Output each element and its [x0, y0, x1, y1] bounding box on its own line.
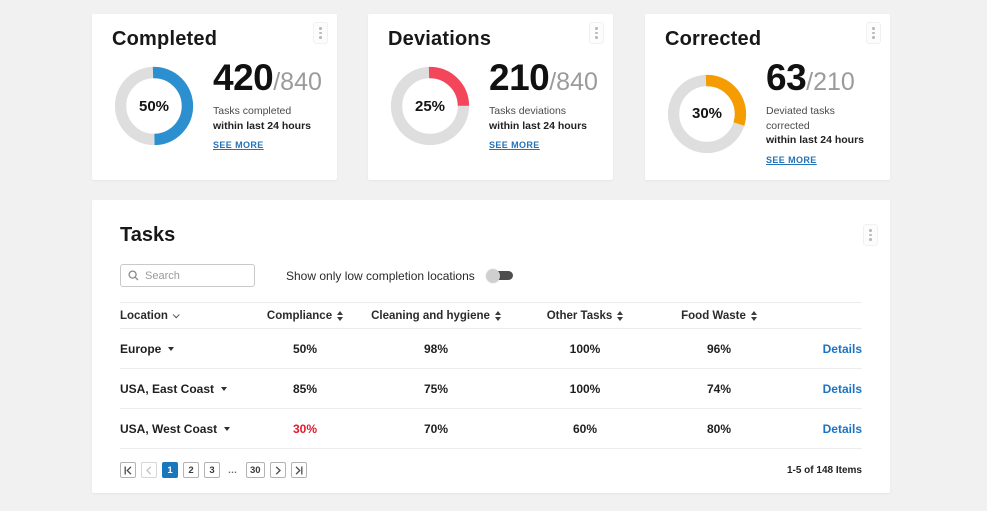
last-page-button[interactable] — [290, 462, 307, 478]
toggle-track — [492, 271, 513, 280]
table-header-row: Location Compliance Cleaning and hygiene — [120, 302, 862, 329]
other-tasks-value: 100% — [569, 341, 601, 356]
first-page-button[interactable] — [120, 462, 136, 478]
details-link[interactable]: Details — [822, 381, 862, 396]
column-header-cleaning[interactable]: Cleaning and hygiene — [360, 310, 512, 322]
toggle-knob — [485, 268, 500, 283]
page-button-2[interactable]: 2 — [183, 462, 199, 478]
location-dropdown[interactable]: USA, West Coast — [120, 422, 250, 436]
table-row-usa-west: USA, West Coast 30% 70% 60% 80% Details — [120, 409, 862, 449]
caret-down-icon — [224, 426, 231, 431]
food-waste-value: 80% — [706, 421, 732, 436]
chevron-right-icon — [275, 465, 281, 475]
cleaning-value: 75% — [423, 381, 449, 396]
toggle-label: Show only low completion locations — [286, 268, 475, 283]
kpi-card-deviations: Deviations 25% 210/840 Tasks deviations … — [368, 14, 613, 180]
cleaning-value: 70% — [423, 421, 449, 436]
pagination-summary: 1-5 of 148 Items — [786, 464, 862, 476]
kpi-value: 210 — [489, 57, 550, 98]
sort-icon — [750, 310, 757, 321]
page-button-3[interactable]: 3 — [204, 462, 220, 478]
details-link[interactable]: Details — [822, 421, 862, 436]
completion-donut-chart: 50% — [112, 64, 196, 148]
chevron-down-icon — [172, 311, 180, 319]
donut-percent-label: 25% — [414, 97, 446, 115]
skip-to-last-icon — [295, 465, 303, 475]
compliance-value-low: 30% — [292, 421, 318, 436]
sort-icon — [617, 310, 624, 321]
donut-percent-label: 30% — [691, 105, 723, 123]
other-tasks-value: 100% — [569, 381, 601, 396]
prev-page-button[interactable] — [141, 462, 157, 478]
food-waste-value: 74% — [706, 381, 732, 396]
kpi-total: /210 — [806, 68, 855, 96]
next-page-button[interactable] — [269, 462, 286, 478]
kpi-total: /840 — [273, 68, 322, 96]
low-completion-toggle[interactable] — [485, 268, 513, 283]
tasks-card: Tasks Show only low completion locations — [92, 200, 890, 493]
page-button-1[interactable]: 1 — [162, 462, 178, 478]
kpi-caption-line1: Tasks deviations — [489, 105, 567, 117]
search-icon — [128, 270, 139, 281]
corrected-donut-chart: 30% — [665, 72, 749, 156]
skip-to-first-icon — [124, 465, 132, 475]
kpi-total: /840 — [549, 68, 598, 96]
tasks-table: Location Compliance Cleaning and hygiene — [120, 302, 862, 449]
location-dropdown[interactable]: USA, East Coast — [120, 382, 250, 396]
column-header-compliance[interactable]: Compliance — [250, 310, 360, 322]
compliance-value: 50% — [292, 341, 318, 356]
sort-icon — [337, 310, 344, 321]
deviation-donut-chart: 25% — [388, 64, 472, 148]
see-more-link[interactable]: SEE MORE — [766, 155, 817, 166]
page-button-30[interactable]: 30 — [246, 462, 265, 478]
details-link[interactable]: Details — [822, 341, 862, 356]
table-row-europe: Europe 50% 98% 100% 96% Details — [120, 329, 862, 369]
kpi-value: 420 — [213, 57, 274, 98]
kpi-caption-line1: Tasks completed — [213, 105, 292, 117]
kpi-card-title: Corrected — [665, 28, 762, 50]
see-more-link[interactable]: SEE MORE — [489, 140, 540, 151]
kpi-caption-line2: within last 24 hours — [766, 134, 865, 147]
donut-percent-label: 50% — [138, 97, 170, 115]
food-waste-value: 96% — [706, 341, 732, 356]
kpi-caption-line2: within last 24 hours — [213, 119, 312, 132]
kpi-card-title: Completed — [112, 28, 218, 50]
kpi-card-completed: Completed 50% 420/840 Tasks completed wi… — [92, 14, 337, 180]
caret-down-icon — [221, 386, 228, 391]
kpi-caption-line2: within last 24 hours — [489, 119, 588, 132]
search-input[interactable] — [145, 269, 247, 282]
cleaning-value: 98% — [423, 341, 449, 356]
kebab-menu-icon[interactable] — [589, 22, 604, 44]
kpi-caption-line1: Deviated tasks corrected — [766, 105, 835, 132]
kpi-value: 63 — [766, 57, 807, 98]
caret-down-icon — [168, 346, 175, 351]
see-more-link[interactable]: SEE MORE — [213, 140, 264, 151]
kebab-menu-icon[interactable] — [866, 22, 881, 44]
chevron-left-icon — [146, 465, 152, 475]
table-row-usa-east: USA, East Coast 85% 75% 100% 74% Details — [120, 369, 862, 409]
column-header-location[interactable]: Location — [120, 310, 250, 322]
kpi-card-corrected: Corrected 30% 63/210 Deviated tasks corr… — [645, 14, 890, 180]
tasks-title: Tasks — [120, 224, 176, 246]
column-header-food-waste[interactable]: Food Waste — [658, 310, 780, 322]
kpi-card-title: Deviations — [388, 28, 492, 50]
column-header-other-tasks[interactable]: Other Tasks — [512, 310, 658, 322]
other-tasks-value: 60% — [572, 421, 598, 436]
kebab-menu-icon[interactable] — [313, 22, 328, 44]
compliance-value: 85% — [292, 381, 318, 396]
pagination-ellipsis: … — [227, 464, 239, 476]
kebab-menu-icon[interactable] — [863, 224, 878, 246]
sort-icon — [494, 310, 501, 321]
pagination: 1 2 3 … 30 1-5 of 148 Items — [120, 462, 862, 478]
search-box[interactable] — [120, 264, 255, 287]
location-dropdown[interactable]: Europe — [120, 342, 250, 356]
